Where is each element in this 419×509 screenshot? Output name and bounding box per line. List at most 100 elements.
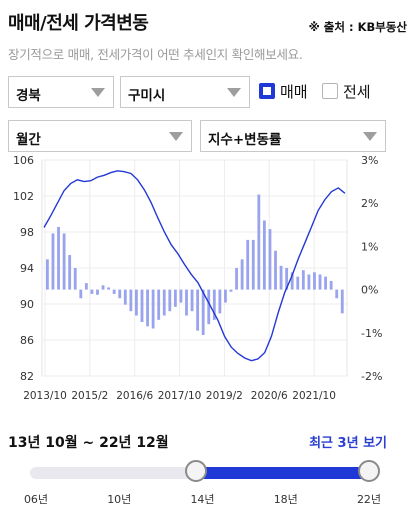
change-rate-bars [46, 194, 344, 335]
left-axis-label: 102 [13, 190, 34, 203]
range-label: 13년 10월 ~ 22년 12월 [8, 435, 169, 451]
change-rate-bar [257, 194, 261, 290]
change-rate-bar [235, 268, 238, 290]
change-rate-bar [313, 272, 316, 290]
change-rate-bar [101, 285, 105, 290]
period-select[interactable]: 월간 [8, 120, 192, 152]
change-rate-bar [318, 274, 322, 290]
region-select-value: 경북 [16, 88, 41, 104]
checkbox-unchecked-icon [322, 83, 338, 99]
x-axis-labels: 2013/10 2015/2 2016/6 2017/10 2019/2 2020/6 20… [23, 390, 336, 402]
change-rate-bar [123, 289, 127, 305]
x-axis-label: 2015/2 [71, 390, 108, 402]
change-rate-bar [262, 220, 266, 290]
change-rate-bar [196, 289, 200, 331]
change-rate-bar [140, 289, 144, 322]
range-slider-start-handle[interactable] [184, 460, 207, 482]
change-rate-bar [207, 289, 211, 325]
x-axis-label: 2020/6 [251, 390, 288, 402]
jeonse-checkbox[interactable]: 전세 [322, 81, 380, 103]
change-rate-bar [135, 289, 138, 316]
city-select-value: 구미시 [128, 88, 166, 104]
region-select[interactable]: 경북 [8, 76, 114, 108]
left-axis-label: 98 [20, 226, 34, 239]
chevron-down-icon [91, 88, 105, 97]
change-rate-bar [240, 259, 244, 290]
right-axis-label: 2% [361, 197, 378, 210]
change-rate-bar [218, 289, 222, 314]
right-axis-label: -2% [361, 370, 382, 383]
change-rate-bar [73, 268, 77, 290]
page-subtitle: 장기적으로 매매, 전세가격이 어떤 추세인지 확인해보세요. [8, 47, 303, 62]
left-axis-label: 82 [20, 370, 34, 383]
chevron-down-icon [169, 132, 183, 141]
change-rate-bar [146, 289, 149, 327]
city-select[interactable]: 구미시 [120, 76, 250, 108]
right-axis-label: 0% [361, 284, 378, 297]
change-rate-bar [68, 255, 72, 290]
metric-select-value: 지수+변동률 [208, 132, 282, 148]
change-rate-bar [324, 276, 327, 290]
change-rate-bar [162, 289, 166, 316]
right-axis-label: 3% [361, 154, 378, 167]
change-rate-bar [224, 289, 227, 303]
change-rate-bar [151, 289, 155, 329]
left-axis-label: 94 [20, 262, 34, 275]
change-rate-bar [46, 259, 49, 290]
sale-checkbox-label: 매매 [280, 83, 308, 101]
right-axis-label: 1% [361, 240, 378, 253]
x-axis-label: 2013/10 [23, 390, 67, 402]
change-rate-bar [90, 289, 94, 294]
left-axis-labels: 106 102 98 94 90 86 82 [13, 154, 34, 383]
change-rate-bar [157, 289, 161, 320]
x-axis-label: 2019/2 [206, 390, 243, 402]
chevron-down-icon [363, 132, 377, 141]
range-tick-label: 10년 [107, 493, 132, 506]
change-rate-bar [173, 289, 177, 307]
chevron-down-icon [227, 88, 241, 97]
change-rate-bar [179, 289, 183, 303]
range-tick-label: 18년 [273, 493, 298, 506]
range-tick-label: 22년 [356, 493, 382, 506]
change-rate-bar [307, 274, 311, 290]
change-rate-bar [96, 289, 99, 295]
change-rate-bar [268, 229, 272, 290]
change-rate-bar [185, 289, 188, 316]
change-rate-bar [168, 289, 172, 312]
change-rate-bar [107, 287, 111, 290]
change-rate-bar [229, 289, 233, 292]
left-axis-label: 90 [20, 298, 34, 311]
right-axis-labels: 3% 2% 1% 0% -1% -2% [361, 154, 382, 383]
range-slider-fill [195, 467, 369, 479]
change-rate-bar [296, 276, 300, 290]
change-rate-bar [246, 239, 250, 290]
x-axis-label: 2016/6 [116, 390, 153, 402]
change-rate-bar [329, 280, 333, 290]
range-tick-label: 14년 [190, 493, 215, 506]
change-rate-bar [190, 289, 194, 312]
change-rate-bar [340, 289, 344, 314]
period-select-value: 월간 [16, 132, 41, 148]
metric-select[interactable]: 지수+변동률 [200, 120, 386, 152]
change-rate-bar [129, 289, 133, 312]
change-rate-bar [62, 233, 66, 290]
change-rate-bar [201, 289, 205, 335]
source-note: ※ 출처 : KB부동산 [308, 20, 407, 34]
recent-3-years-link[interactable]: 최근 3년 보기 [309, 436, 387, 451]
price-index-line [43, 170, 346, 362]
change-rate-bar [112, 289, 116, 294]
change-rate-bar [290, 272, 294, 290]
change-rate-bar [274, 250, 277, 290]
change-rate-bar [79, 289, 83, 299]
change-rate-bar [285, 268, 289, 290]
change-rate-bar [251, 239, 255, 290]
change-rate-bar [84, 283, 88, 290]
sale-checkbox[interactable]: 매매 [259, 81, 317, 103]
page-title: 매매/전세 가격변동 [8, 13, 149, 34]
range-slider-end-handle[interactable] [358, 460, 380, 482]
left-axis-label: 86 [20, 334, 34, 347]
change-rate-bar [301, 270, 305, 290]
jeonse-checkbox-label: 전세 [343, 83, 371, 101]
chart-grid [41, 159, 348, 377]
